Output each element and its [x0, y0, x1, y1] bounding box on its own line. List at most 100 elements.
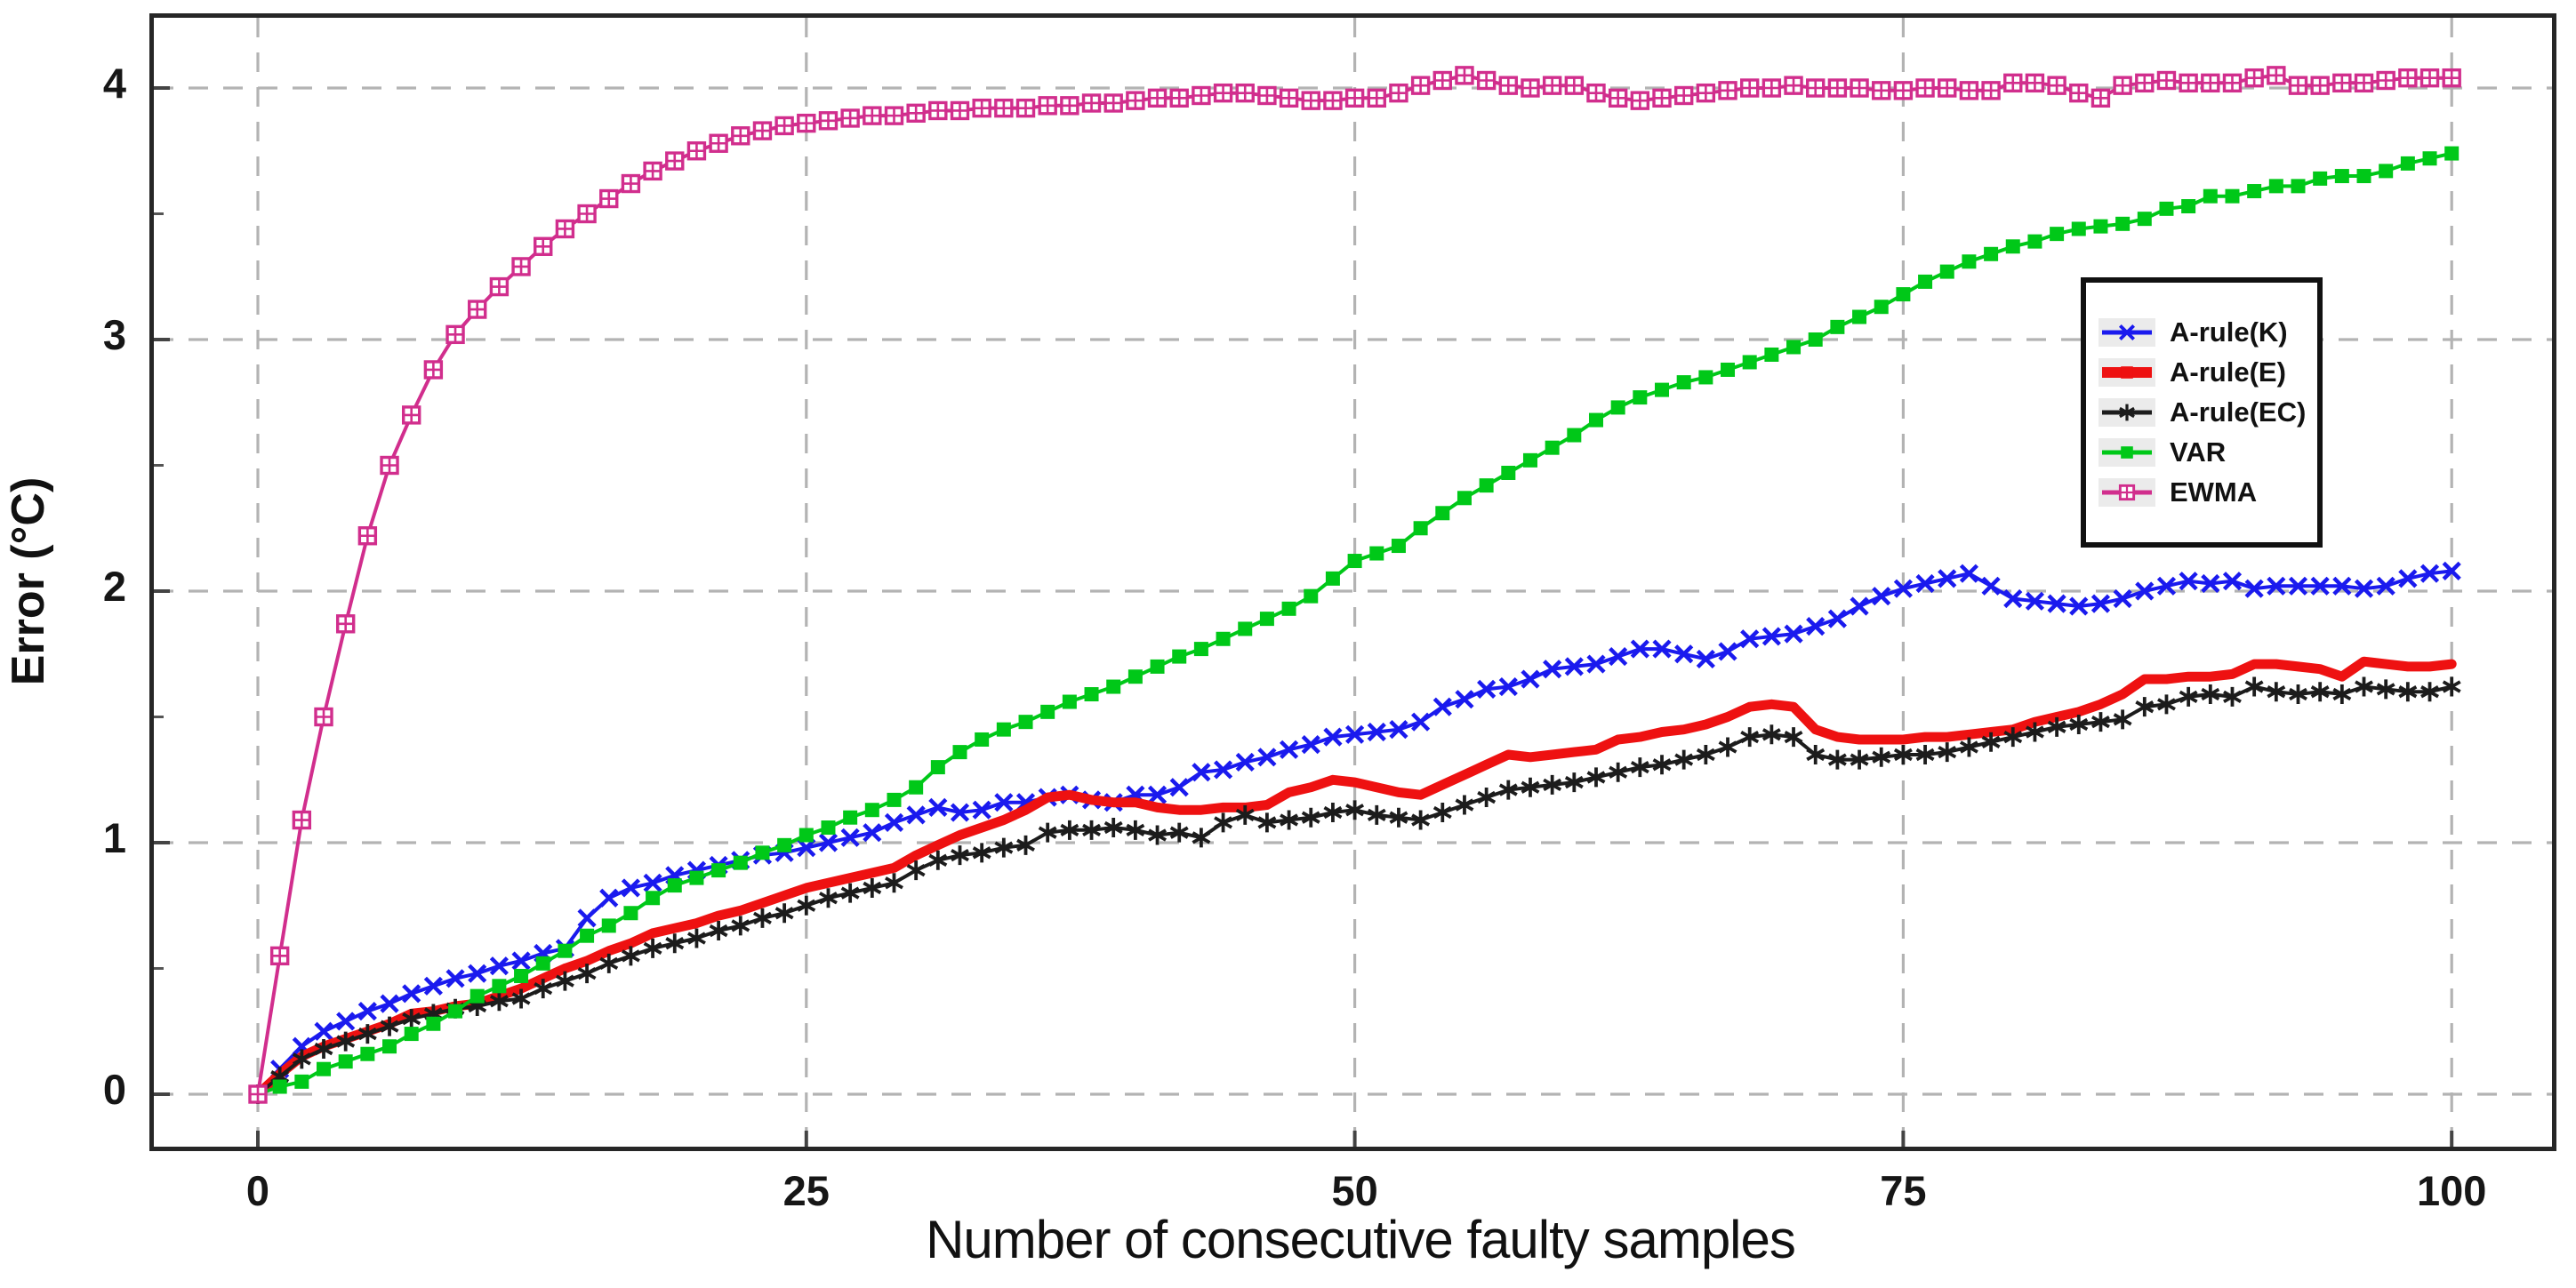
square-cross-marker	[1917, 80, 1934, 96]
x-marker	[840, 828, 860, 847]
asterisk-marker	[402, 1009, 421, 1029]
square-cross-marker	[2026, 75, 2043, 92]
square-marker	[2181, 199, 2196, 214]
square-marker	[2121, 366, 2133, 379]
square-marker	[1413, 521, 1428, 536]
x-marker	[1521, 669, 1540, 689]
x-marker	[1696, 649, 1715, 669]
x-marker	[863, 823, 882, 843]
square-cross-marker	[732, 127, 749, 144]
square-cross-marker	[2136, 75, 2153, 92]
asterisk-marker	[1498, 780, 1518, 800]
square-marker	[996, 722, 1011, 737]
square-cross-marker	[1697, 84, 1714, 101]
x-marker	[1432, 697, 1452, 716]
x-marker	[2420, 564, 2440, 583]
x-marker	[1652, 639, 1672, 659]
x-tick-label: 25	[782, 1167, 830, 1214]
square-cross-marker	[1961, 82, 1978, 99]
square-cross-marker	[2355, 75, 2372, 92]
plot-area	[149, 13, 2556, 1151]
x-marker	[2156, 576, 2177, 596]
x-marker	[2179, 572, 2198, 591]
square-cross-marker	[908, 105, 925, 122]
x-tick-label: 100	[2416, 1167, 2487, 1214]
square-marker	[1040, 704, 1055, 719]
square-marker	[2334, 169, 2349, 184]
asterisk-marker	[2398, 682, 2418, 702]
asterisk-marker	[1126, 820, 1145, 840]
x-marker	[468, 964, 487, 983]
square-marker	[975, 732, 990, 747]
x-marker	[2267, 576, 2286, 596]
x-marker	[1981, 576, 2001, 596]
legend-entry: A-rule(E)	[2099, 356, 2305, 388]
x-marker	[1235, 752, 1255, 772]
asterisk-marker	[1432, 803, 1452, 823]
square-cross-marker	[1412, 77, 1429, 94]
square-cross-marker	[2246, 69, 2263, 86]
square-cross-marker	[1368, 90, 1385, 107]
x-marker	[994, 793, 1014, 812]
legend-entry: VAR	[2099, 436, 2305, 468]
square-marker	[338, 1054, 353, 1069]
x-marker	[884, 812, 904, 832]
square-marker	[1896, 287, 1911, 302]
square-marker	[952, 745, 967, 760]
square-cross-marker	[1938, 80, 1955, 96]
x-marker	[314, 1021, 333, 1041]
asterisk-marker	[1082, 820, 1101, 840]
asterisk-marker	[2289, 684, 2307, 705]
x-marker	[1609, 646, 1628, 667]
square-cross-marker	[1346, 90, 1363, 107]
square-marker	[623, 906, 638, 921]
y-tick-label: 4	[102, 60, 126, 107]
square-cross-marker	[1478, 72, 1495, 89]
square-marker	[1347, 554, 1362, 569]
square-cross-marker	[1851, 80, 1868, 96]
series-line	[253, 656, 2457, 1100]
asterisk-marker	[994, 837, 1014, 858]
asterisk-marker	[357, 1024, 377, 1044]
square-marker	[1325, 571, 1340, 586]
x-marker	[511, 951, 531, 971]
asterisk-marker	[2355, 676, 2373, 697]
square-marker	[689, 870, 704, 885]
asterisk-marker	[643, 938, 662, 958]
square-marker	[909, 780, 924, 795]
asterisk-marker	[1389, 807, 1408, 828]
square-marker	[1918, 274, 1933, 289]
asterisk-marker	[774, 903, 794, 924]
asterisk-marker	[1301, 807, 1320, 828]
square-cross-marker	[2333, 75, 2350, 92]
square-cross-marker	[1171, 90, 1188, 107]
asterisk-marker	[1981, 732, 2001, 752]
x-marker	[1740, 629, 1760, 649]
x-marker	[1455, 690, 1474, 709]
square-marker	[1698, 370, 1713, 385]
x-marker	[2135, 581, 2155, 601]
legend-entry: A-rule(K)	[2099, 316, 2305, 348]
x-marker	[1477, 679, 1497, 699]
square-cross-marker	[1829, 80, 1846, 96]
asterisk-marker	[621, 946, 640, 966]
square-marker	[1304, 588, 1319, 604]
square-cross-marker	[491, 278, 508, 295]
asterisk-marker	[1016, 835, 1035, 855]
asterisk-marker	[1674, 749, 1694, 770]
square-cross-marker	[2158, 72, 2175, 89]
square-cross-marker	[1083, 94, 1100, 111]
x-marker	[1872, 587, 1891, 606]
square-cross-marker	[1741, 80, 1758, 96]
asterisk-marker	[2047, 716, 2066, 737]
series-VAR	[251, 146, 2460, 1101]
legend-marker-sample	[2099, 437, 2155, 468]
square-marker	[294, 1074, 309, 1089]
x-marker	[402, 984, 421, 1004]
x-axis-title: Number of consecutive faulty samples	[926, 1210, 1796, 1269]
square-marker	[1128, 669, 1143, 684]
asterisk-marker	[577, 964, 597, 984]
square-cross-marker	[271, 948, 288, 964]
square-marker	[514, 968, 529, 983]
square-cross-marker	[2290, 77, 2307, 94]
